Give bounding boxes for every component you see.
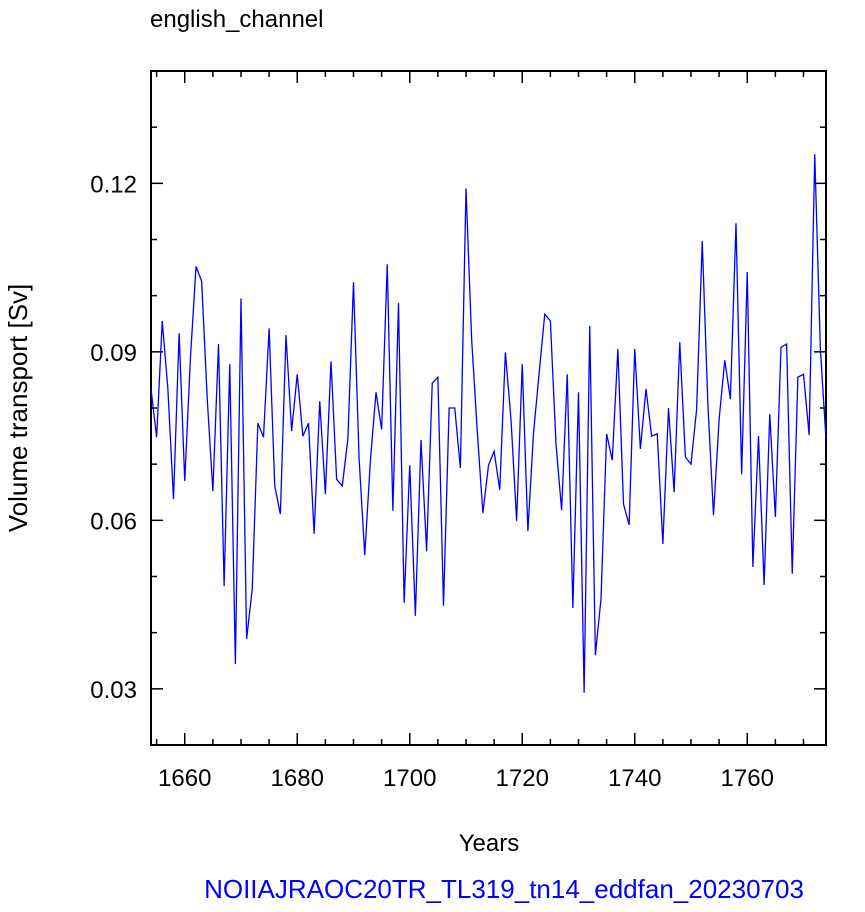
x-tick-label: 1660 <box>158 765 211 792</box>
y-axis-label: Volume transport [Sv] <box>3 284 33 533</box>
y-tick-label: 0.06 <box>90 508 137 535</box>
x-axis-label: Years <box>459 830 520 857</box>
chart-title: english_channel <box>150 6 323 33</box>
plot-frame <box>150 70 827 746</box>
x-tick-label: 1700 <box>383 765 436 792</box>
x-tick-label: 1760 <box>721 765 774 792</box>
data-line <box>150 154 827 693</box>
y-tick-label: 0.12 <box>90 171 137 198</box>
x-tick-label: 1680 <box>271 765 324 792</box>
footer-label: NOIIAJRAOC20TR_TL319_tn14_eddfan_2023070… <box>204 874 804 904</box>
y-tick-label: 0.09 <box>90 340 137 367</box>
y-tick-label: 0.03 <box>90 677 137 704</box>
x-tick-label: 1740 <box>608 765 661 792</box>
x-tick-label: 1720 <box>496 765 549 792</box>
